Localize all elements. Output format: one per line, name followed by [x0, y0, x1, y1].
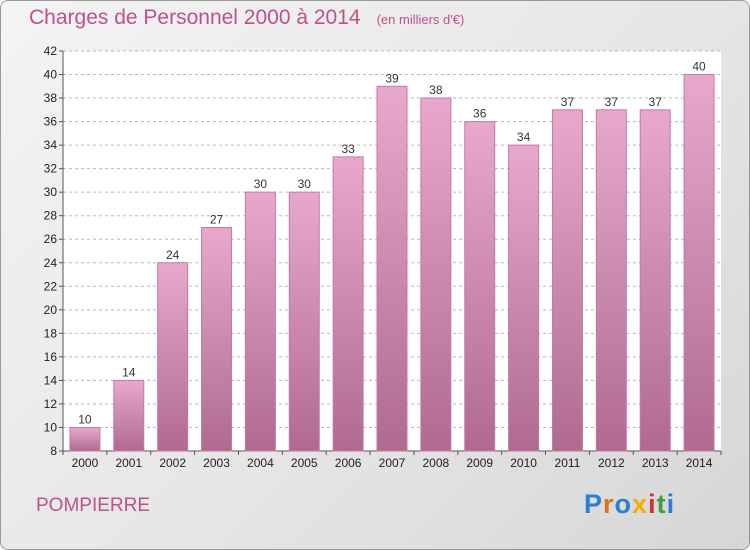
logo-letter: P	[584, 489, 604, 519]
x-tick-label: 2009	[466, 456, 493, 470]
logo-letter: i	[648, 489, 657, 519]
bar	[157, 262, 189, 452]
bar	[376, 85, 408, 452]
data-label: 39	[385, 71, 399, 85]
bar	[551, 109, 583, 452]
y-tick-label: 30	[44, 185, 58, 199]
town-name: POMPIERRE	[36, 495, 151, 516]
y-tick-label: 28	[44, 209, 58, 223]
data-label: 10	[78, 412, 92, 426]
y-tick-label: 18	[44, 326, 58, 340]
y-tick-label: 40	[44, 68, 58, 82]
y-tick-label: 34	[44, 138, 58, 152]
y-tick-label: 10	[44, 420, 58, 434]
data-label: 14	[122, 365, 136, 379]
data-label: 36	[473, 107, 487, 121]
y-tick-label: 20	[44, 303, 58, 317]
x-tick-label: 2002	[159, 456, 186, 470]
chart-subtitle: (en milliers d'€)	[376, 12, 465, 27]
x-tick-label: 2000	[72, 456, 99, 470]
x-tick-label: 2014	[686, 456, 713, 470]
x-tick-label: 2008	[423, 456, 450, 470]
data-label: 34	[517, 130, 531, 144]
title-text: Charges de Personnel 2000 à 2014	[29, 6, 361, 29]
y-tick-label: 8	[50, 444, 57, 458]
bar	[288, 191, 320, 452]
logo-letter: i	[666, 489, 676, 519]
bar	[113, 379, 145, 452]
bar	[639, 109, 671, 452]
data-label: 40	[692, 60, 706, 74]
x-tick-label: 2006	[335, 456, 362, 470]
bar	[244, 191, 276, 452]
bar	[69, 426, 101, 452]
chart-title: Charges de Personnel 2000 à 2014 (en mill…	[29, 6, 464, 30]
x-tick-label: 2012	[598, 456, 625, 470]
data-label: 37	[561, 95, 575, 109]
logo-letter: o	[614, 489, 633, 519]
logo-letter: t	[656, 489, 667, 519]
y-tick-label: 32	[44, 162, 58, 176]
logo-letter: r	[603, 489, 615, 519]
data-label: 30	[254, 177, 268, 191]
bar	[464, 121, 496, 452]
data-label: 37	[649, 95, 663, 109]
bar	[595, 109, 627, 452]
x-tick-label: 2005	[291, 456, 318, 470]
y-tick-label: 26	[44, 232, 58, 246]
bar	[420, 97, 452, 452]
y-tick-label: 36	[44, 115, 58, 129]
x-tick-label: 2013	[642, 456, 669, 470]
bar	[683, 74, 715, 452]
data-label: 24	[166, 248, 180, 262]
x-tick-label: 2004	[247, 456, 274, 470]
y-tick-label: 42	[44, 44, 58, 58]
data-label: 33	[341, 142, 355, 156]
y-tick-label: 22	[44, 279, 58, 293]
bar	[508, 144, 540, 452]
data-label: 37	[605, 95, 619, 109]
x-tick-label: 2010	[510, 456, 537, 470]
y-tick-label: 38	[44, 91, 58, 105]
bar	[201, 226, 233, 452]
logo-letter: x	[632, 489, 649, 519]
x-tick-label: 2003	[203, 456, 230, 470]
bar	[332, 156, 364, 452]
x-tick-label: 2001	[115, 456, 142, 470]
y-tick-label: 24	[44, 256, 58, 270]
y-tick-label: 14	[44, 373, 58, 387]
y-tick-label: 12	[44, 397, 58, 411]
x-tick-label: 2011	[555, 456, 581, 470]
proxiti-logo: Proxiti	[584, 489, 675, 520]
data-label: 27	[210, 212, 224, 226]
y-tick-label: 16	[44, 350, 58, 364]
data-label: 30	[298, 177, 312, 191]
data-label: 38	[429, 83, 443, 97]
x-tick-label: 2007	[379, 456, 406, 470]
